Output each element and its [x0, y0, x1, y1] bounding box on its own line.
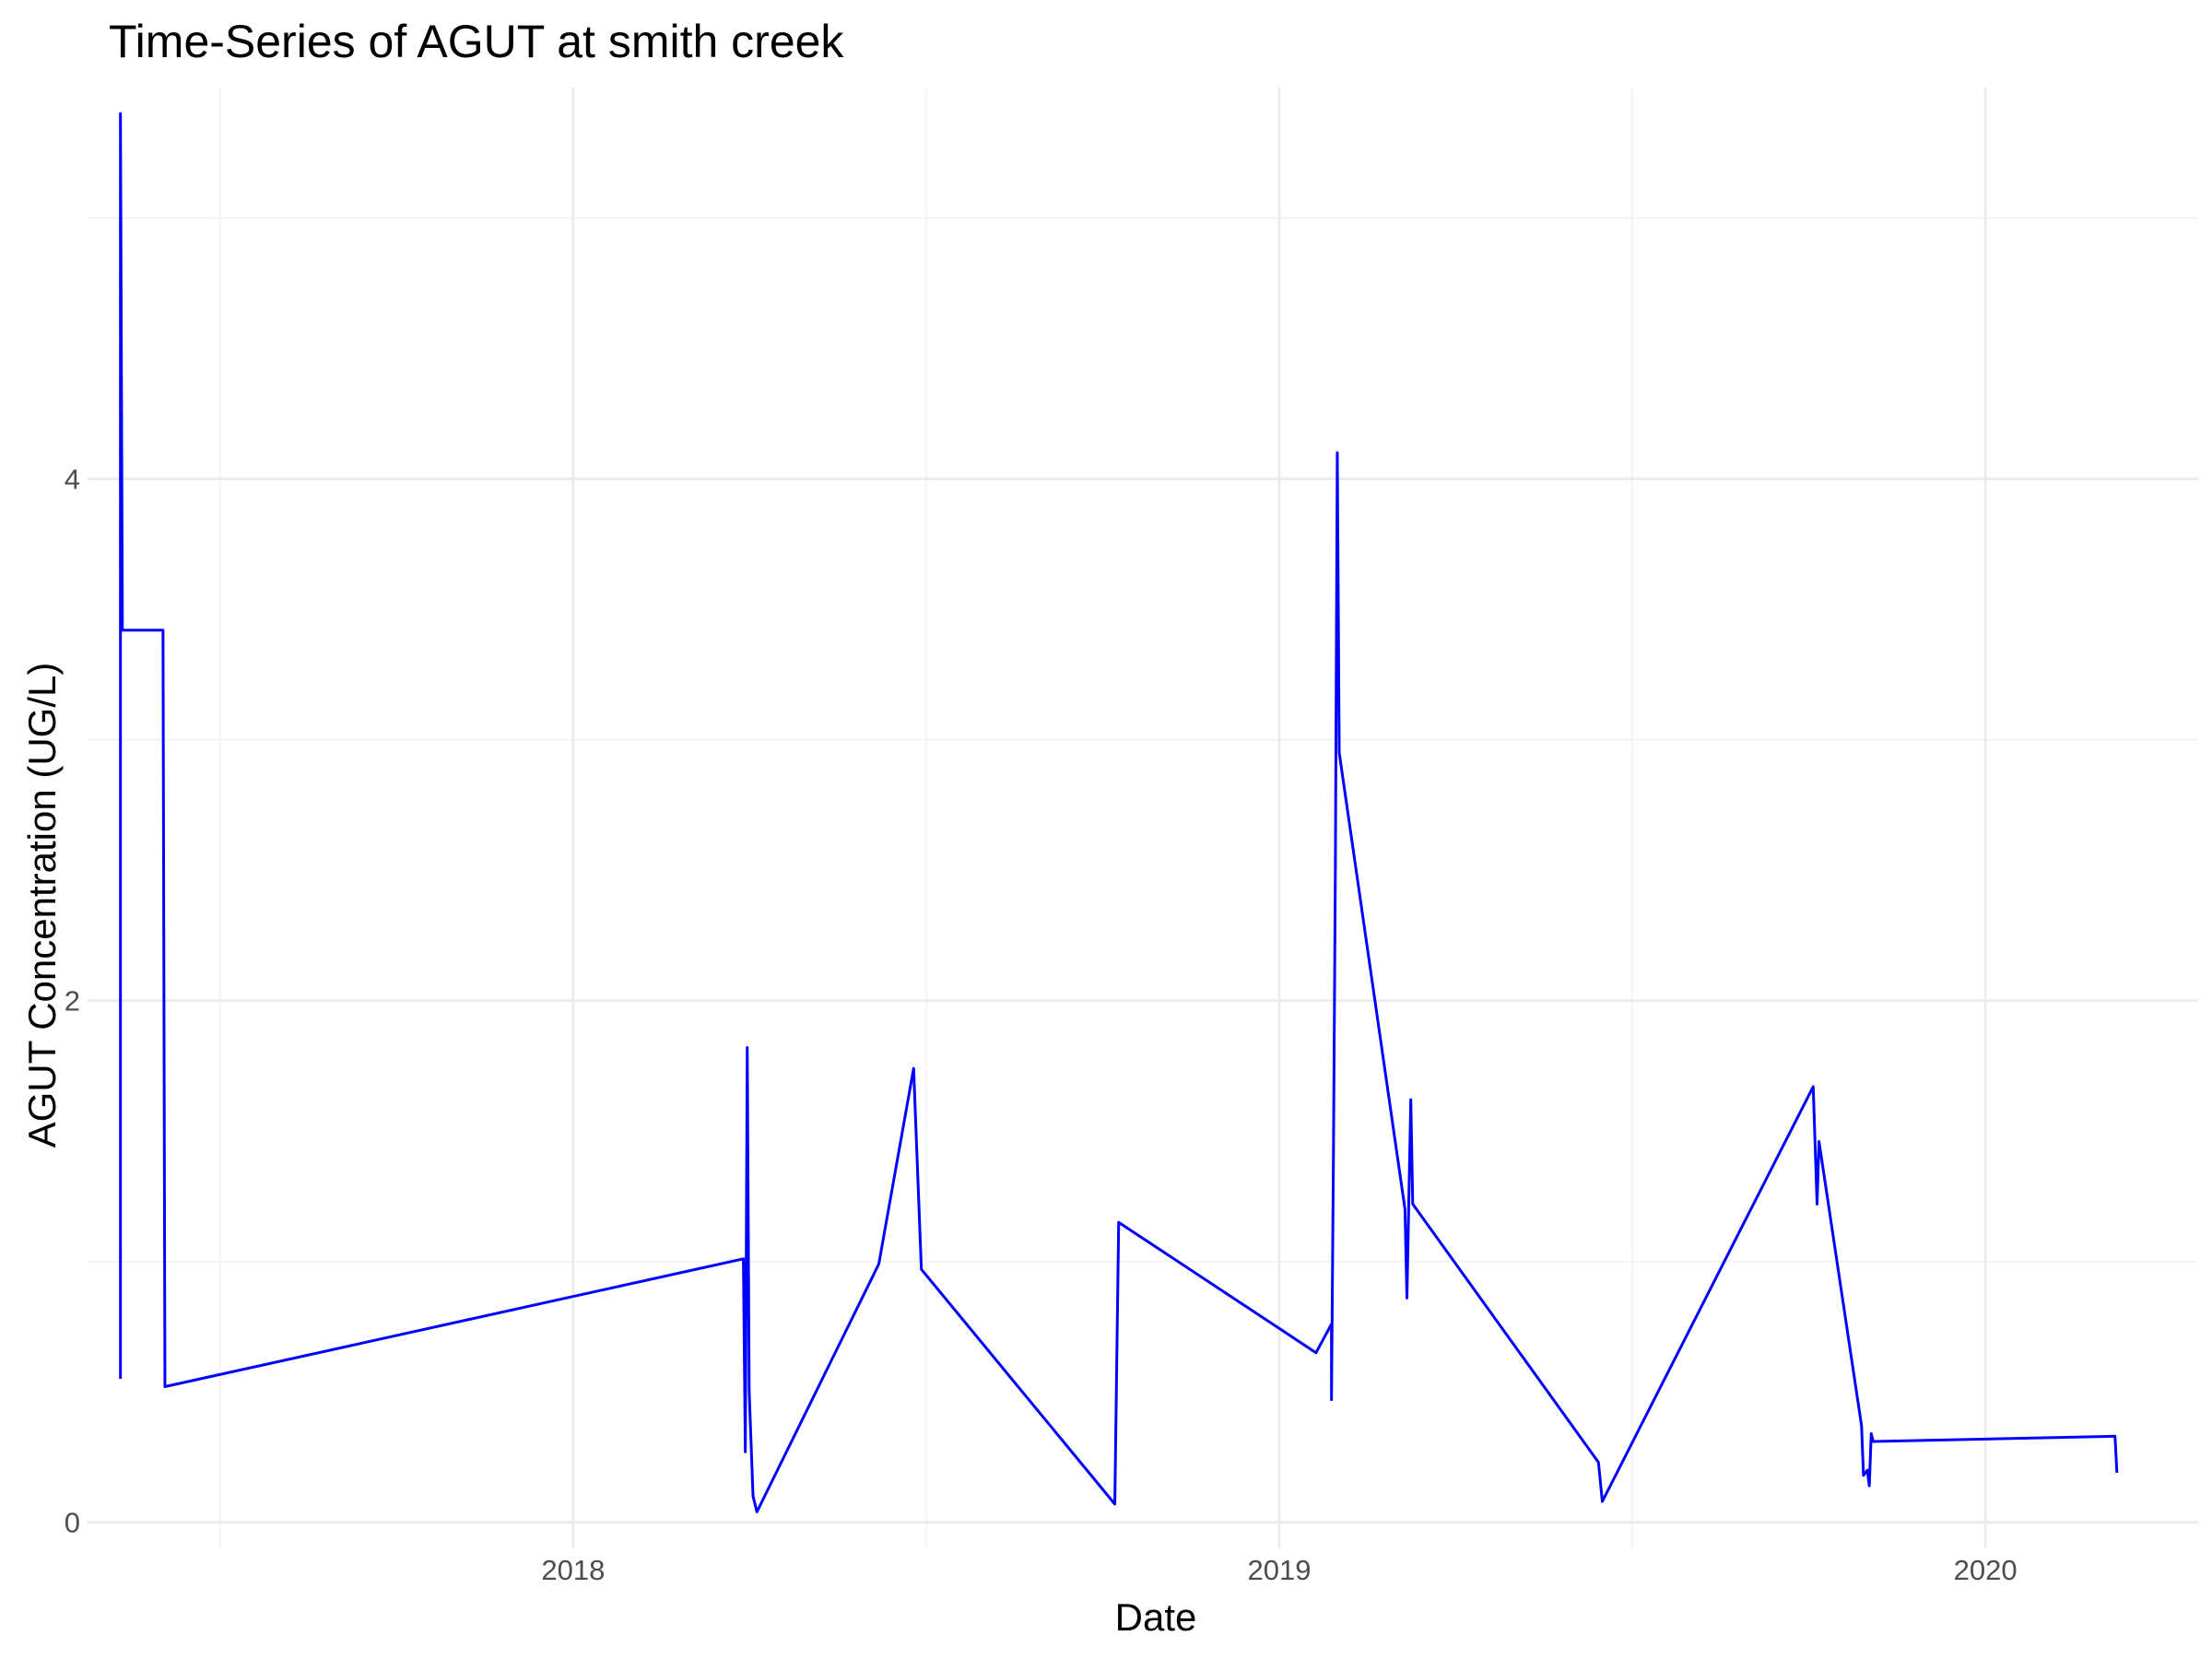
y-tick-label: 0 — [65, 1507, 80, 1539]
y-tick-label: 2 — [65, 985, 80, 1018]
tick-labels: 2018 2019 2020 0 2 4 — [65, 464, 2018, 1586]
chart-title: Time-Series of AGUT at smith creek — [109, 16, 844, 67]
y-tick-label: 4 — [65, 464, 80, 496]
x-tick-label: 2020 — [1954, 1554, 2018, 1586]
x-tick-label: 2019 — [1247, 1554, 1311, 1586]
series-line — [119, 112, 2119, 1513]
series-line-group — [119, 112, 2119, 1513]
y-axis-title: AGUT Concentration (UG/L) — [20, 663, 64, 1148]
x-axis-title: Date — [1115, 1595, 1197, 1639]
grid — [88, 88, 2198, 1548]
x-tick-label: 2018 — [541, 1554, 605, 1586]
